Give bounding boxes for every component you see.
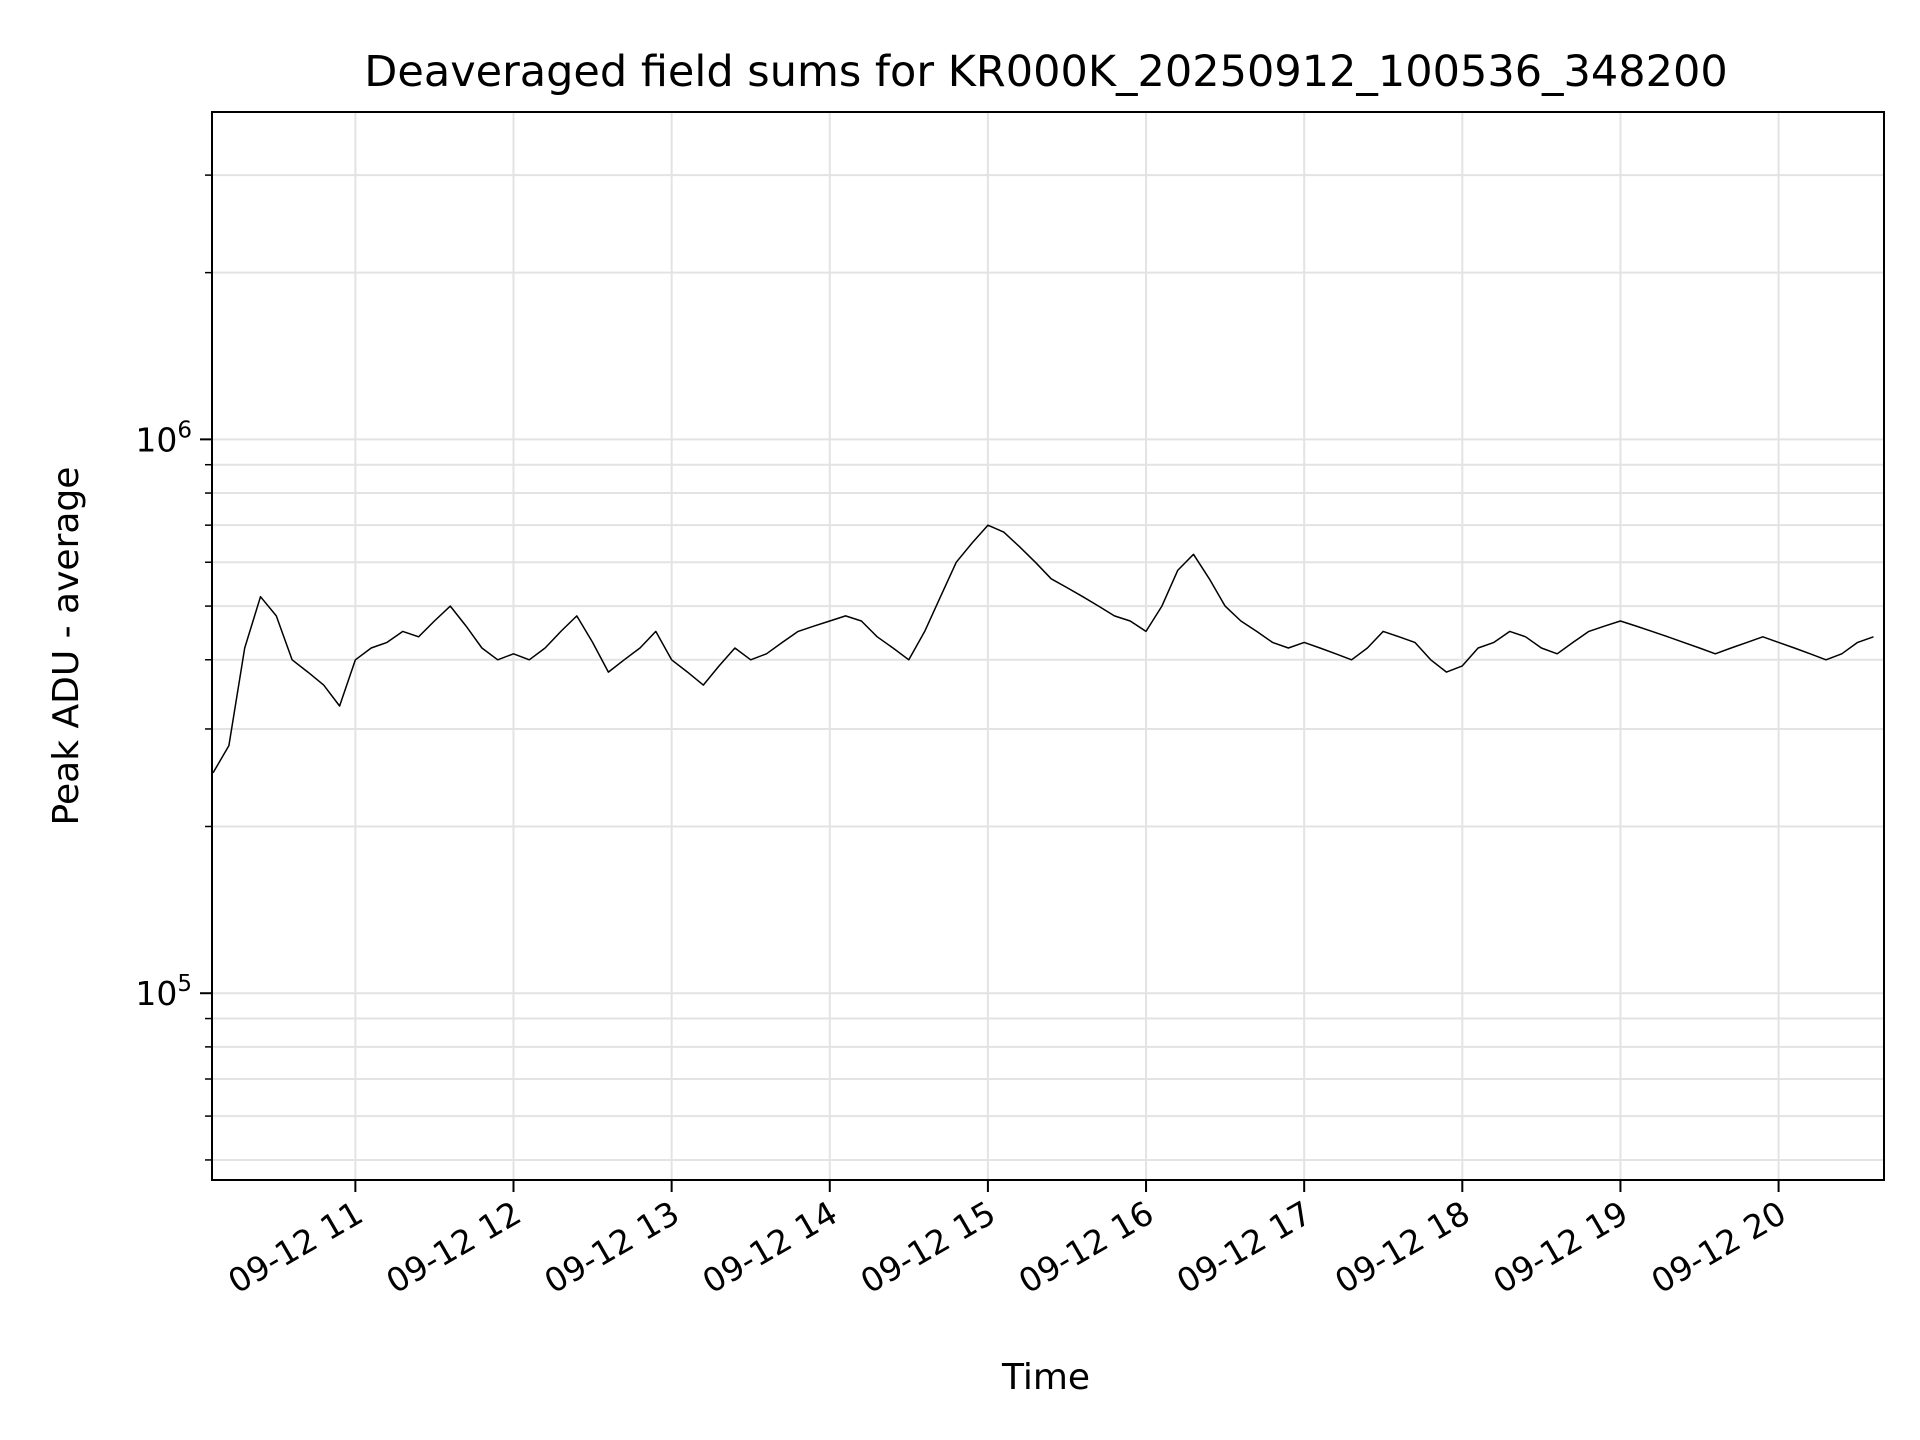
y-tick-label: 105 bbox=[135, 971, 192, 1013]
plot-frame bbox=[211, 111, 1885, 1181]
y-ticks: 105 106 bbox=[135, 174, 212, 1161]
chart-title: Deaveraged field sums for KR000K_2025091… bbox=[364, 47, 1727, 97]
series-layer bbox=[212, 524, 1874, 774]
grid bbox=[212, 112, 1884, 1180]
x-axis-label: Time bbox=[1001, 1357, 1090, 1398]
series-line bbox=[212, 524, 1874, 774]
y-axis-label: Peak ADU - average bbox=[46, 467, 87, 826]
y-tick-label: 106 bbox=[135, 417, 192, 459]
